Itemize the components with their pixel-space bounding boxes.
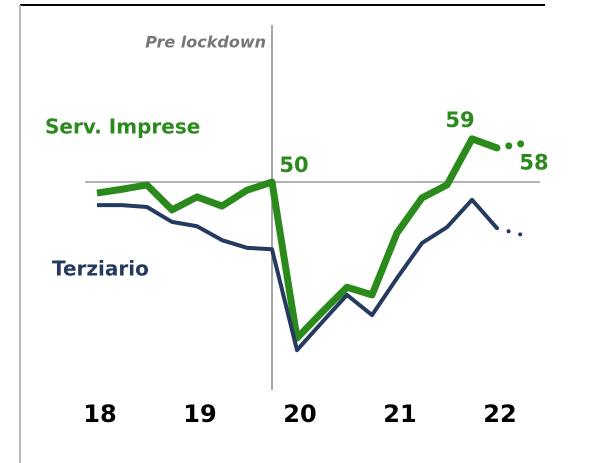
line-1 <box>97 197 499 353</box>
line-0 <box>96 135 499 342</box>
series-name: Serv. Imprese <box>45 115 200 139</box>
projection-0 <box>493 140 526 152</box>
x-tick-label: 18 <box>83 400 116 428</box>
data-label: 59 <box>445 108 474 132</box>
projection-1 <box>495 226 524 237</box>
x-tick-label: 20 <box>283 400 316 428</box>
x-tick-label: 22 <box>483 400 516 428</box>
annotation-text: Pre lockdown <box>145 33 266 52</box>
series-name: Terziario <box>52 257 149 281</box>
x-tick-label: 21 <box>383 400 416 428</box>
data-label: 58 <box>519 151 548 175</box>
data-label: 50 <box>279 153 308 177</box>
x-tick-label: 19 <box>183 400 216 428</box>
